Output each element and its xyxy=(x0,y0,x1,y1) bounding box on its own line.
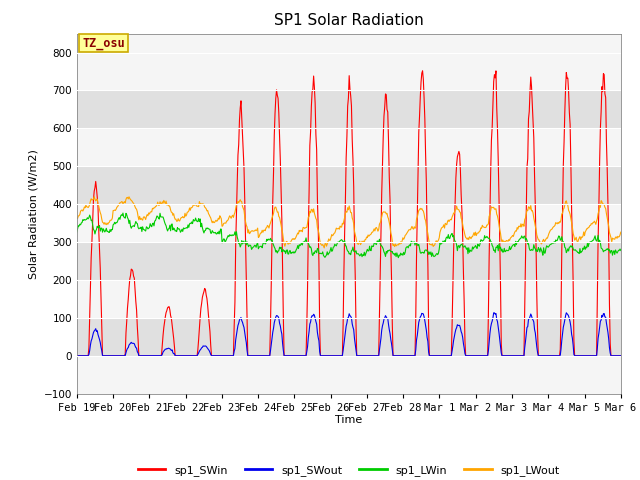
sp1_SWout xyxy=(223,353,230,359)
sp1_SWin xyxy=(83,353,90,359)
Y-axis label: Solar Radiation (W/m2): Solar Radiation (W/m2) xyxy=(28,149,38,278)
sp1_LWin xyxy=(140,227,147,232)
Bar xyxy=(77,318,621,356)
sp1_LWout xyxy=(140,215,147,220)
sp1_LWout xyxy=(73,215,81,221)
Legend: sp1_SWin, sp1_SWout, sp1_LWin, sp1_LWout: sp1_SWin, sp1_SWout, sp1_LWin, sp1_LWout xyxy=(133,460,564,480)
Line: sp1_LWin: sp1_LWin xyxy=(77,213,621,258)
sp1_SWout xyxy=(73,353,81,359)
sp1_SWin xyxy=(194,347,202,352)
sp1_SWin xyxy=(419,68,426,74)
sp1_SWin xyxy=(223,353,230,359)
sp1_LWin xyxy=(119,210,127,216)
sp1_LWin xyxy=(394,255,402,261)
sp1_LWin xyxy=(195,216,202,221)
Text: TZ_osu: TZ_osu xyxy=(82,36,125,49)
X-axis label: Time: Time xyxy=(335,415,362,425)
sp1_LWout xyxy=(417,205,424,211)
Bar xyxy=(77,204,621,242)
Line: sp1_LWout: sp1_LWout xyxy=(77,197,621,248)
Bar xyxy=(77,128,621,166)
sp1_LWin xyxy=(83,216,90,222)
sp1_LWin xyxy=(433,252,440,257)
sp1_LWout xyxy=(223,218,231,224)
sp1_SWout xyxy=(139,353,147,359)
sp1_LWout xyxy=(321,245,328,251)
Bar xyxy=(77,166,621,204)
Line: sp1_SWin: sp1_SWin xyxy=(77,71,621,356)
sp1_SWout xyxy=(194,351,202,357)
sp1_SWin xyxy=(139,353,147,359)
sp1_LWout xyxy=(90,194,98,200)
Line: sp1_SWout: sp1_SWout xyxy=(77,313,621,356)
Bar xyxy=(77,90,621,128)
sp1_SWout xyxy=(431,353,438,359)
Title: SP1 Solar Radiation: SP1 Solar Radiation xyxy=(274,13,424,28)
sp1_SWin xyxy=(73,353,81,359)
sp1_LWout xyxy=(195,204,202,210)
sp1_LWin xyxy=(223,234,231,240)
sp1_SWout xyxy=(415,319,422,325)
Bar xyxy=(77,52,621,90)
sp1_LWin xyxy=(417,250,424,255)
sp1_LWout xyxy=(433,238,440,244)
sp1_SWout xyxy=(83,353,90,359)
sp1_SWout xyxy=(617,353,625,359)
Bar xyxy=(77,280,621,318)
sp1_SWin xyxy=(617,353,625,359)
sp1_SWin xyxy=(415,129,422,135)
Bar xyxy=(77,356,621,394)
Bar xyxy=(77,242,621,280)
sp1_LWout xyxy=(617,229,625,235)
sp1_LWout xyxy=(83,204,90,210)
sp1_LWin xyxy=(73,229,81,235)
sp1_SWin xyxy=(431,353,439,359)
sp1_LWin xyxy=(617,248,625,253)
sp1_SWout xyxy=(563,310,570,316)
